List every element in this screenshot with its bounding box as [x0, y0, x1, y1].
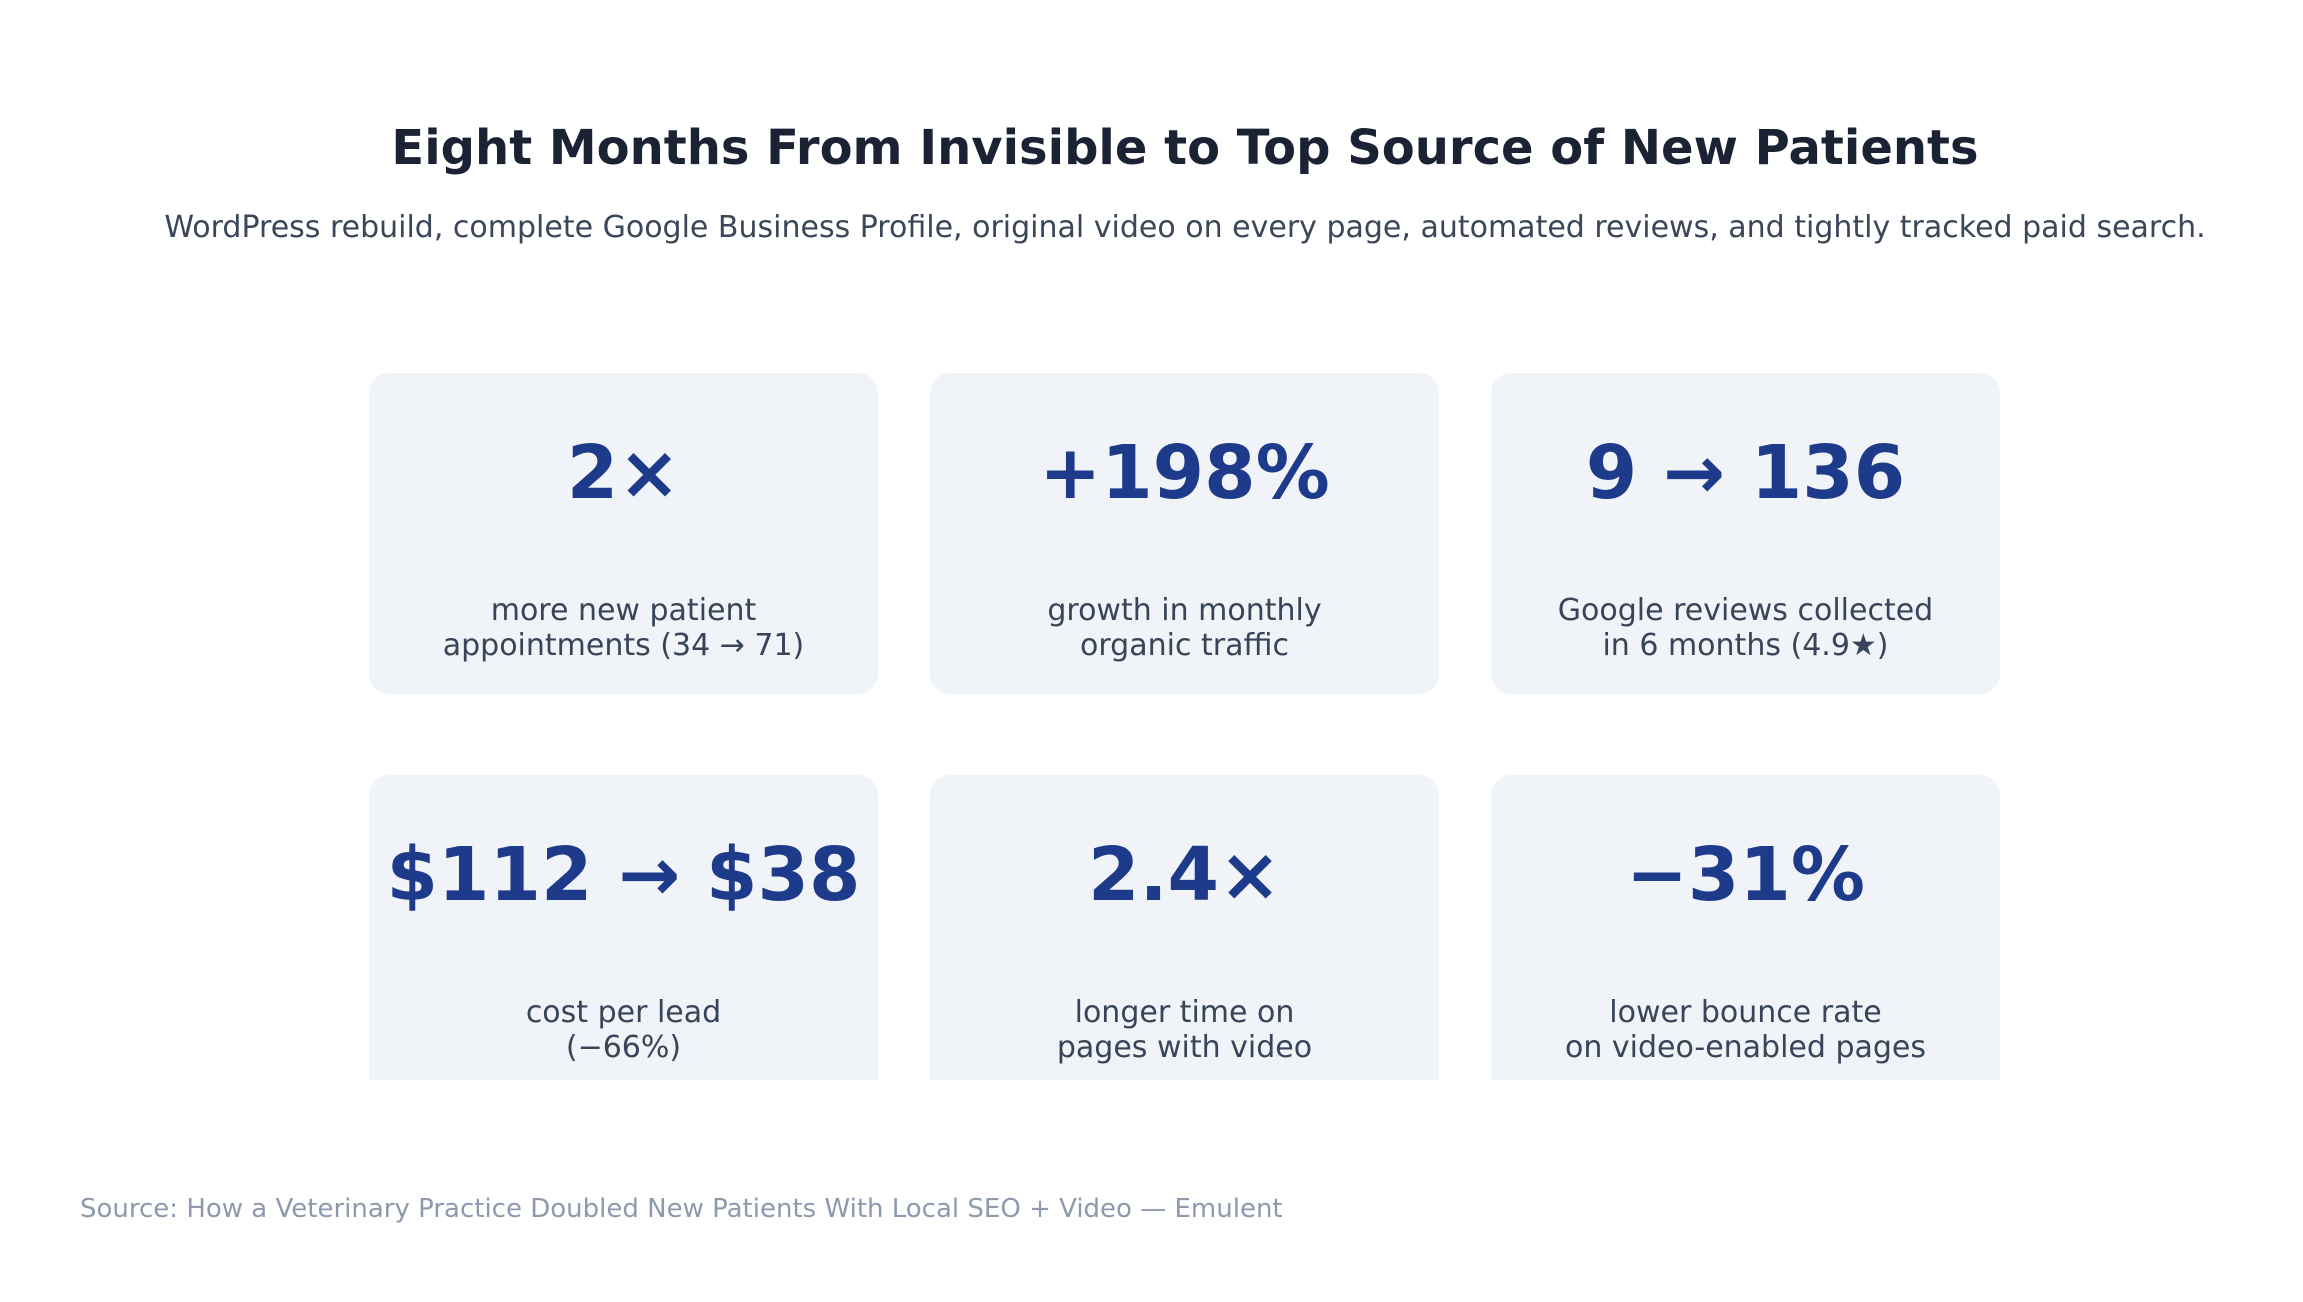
stat-label-line: growth in monthly	[1047, 593, 1322, 628]
stat-label-line: pages with video	[1056, 1030, 1313, 1065]
stat-value: 2.4×	[1087, 832, 1282, 918]
stat-card-bounce-rate: −31% lower bounce rate on video-enabled …	[1491, 775, 2000, 1080]
stat-label-line: organic traffic	[1080, 628, 1289, 663]
source-attribution: Source: How a Veterinary Practice Double…	[80, 1194, 1283, 1224]
stat-label-line: longer time on	[1074, 995, 1295, 1030]
stat-value: +198%	[1039, 430, 1330, 516]
stat-label: growth in monthly organic traffic	[1047, 593, 1321, 663]
stat-label: more new patient appointments (34 → 71)	[443, 593, 805, 663]
page-subtitle: WordPress rebuild, complete Google Busin…	[164, 210, 2206, 245]
stat-label: longer time on pages with video	[1057, 995, 1312, 1065]
stat-value: $112 → $38	[386, 832, 861, 918]
page-title: Eight Months From Invisible to Top Sourc…	[391, 120, 1979, 176]
stat-label-line: lower bounce rate	[1609, 995, 1882, 1030]
stat-card-new-patient-appointments: 2× more new patient appointments (34 → 7…	[369, 373, 878, 694]
stat-label-line: (−66%)	[565, 1030, 682, 1065]
stat-card-cost-per-lead: $112 → $38 cost per lead (−66%)	[369, 775, 878, 1080]
stat-card-time-on-page: 2.4× longer time on pages with video	[930, 775, 1439, 1080]
stat-label: lower bounce rate on video-enabled pages	[1565, 995, 1926, 1065]
stat-label-line: more new patient	[490, 593, 757, 628]
stat-label-line: appointments (34 → 71)	[442, 628, 805, 663]
stat-label-line: cost per lead	[525, 995, 722, 1030]
stat-label: cost per lead (−66%)	[526, 995, 721, 1065]
stat-value: −31%	[1625, 832, 1866, 918]
stat-label-line: on video-enabled pages	[1564, 1030, 1927, 1065]
stat-label-line: in 6 months (4.9★)	[1602, 628, 1889, 663]
stat-label-line: Google reviews collected	[1557, 593, 1934, 628]
stat-row-top: 2× more new patient appointments (34 → 7…	[369, 373, 2000, 694]
stat-label: Google reviews collected in 6 months (4.…	[1558, 593, 1933, 663]
stat-row-bottom: $112 → $38 cost per lead (−66%) 2.4× lon…	[369, 775, 2000, 1080]
stat-card-organic-traffic: +198% growth in monthly organic traffic	[930, 373, 1439, 694]
stat-card-google-reviews: 9 → 136 Google reviews collected in 6 mo…	[1491, 373, 2000, 694]
stat-value: 9 → 136	[1585, 430, 1906, 516]
stat-value: 2×	[566, 430, 681, 516]
